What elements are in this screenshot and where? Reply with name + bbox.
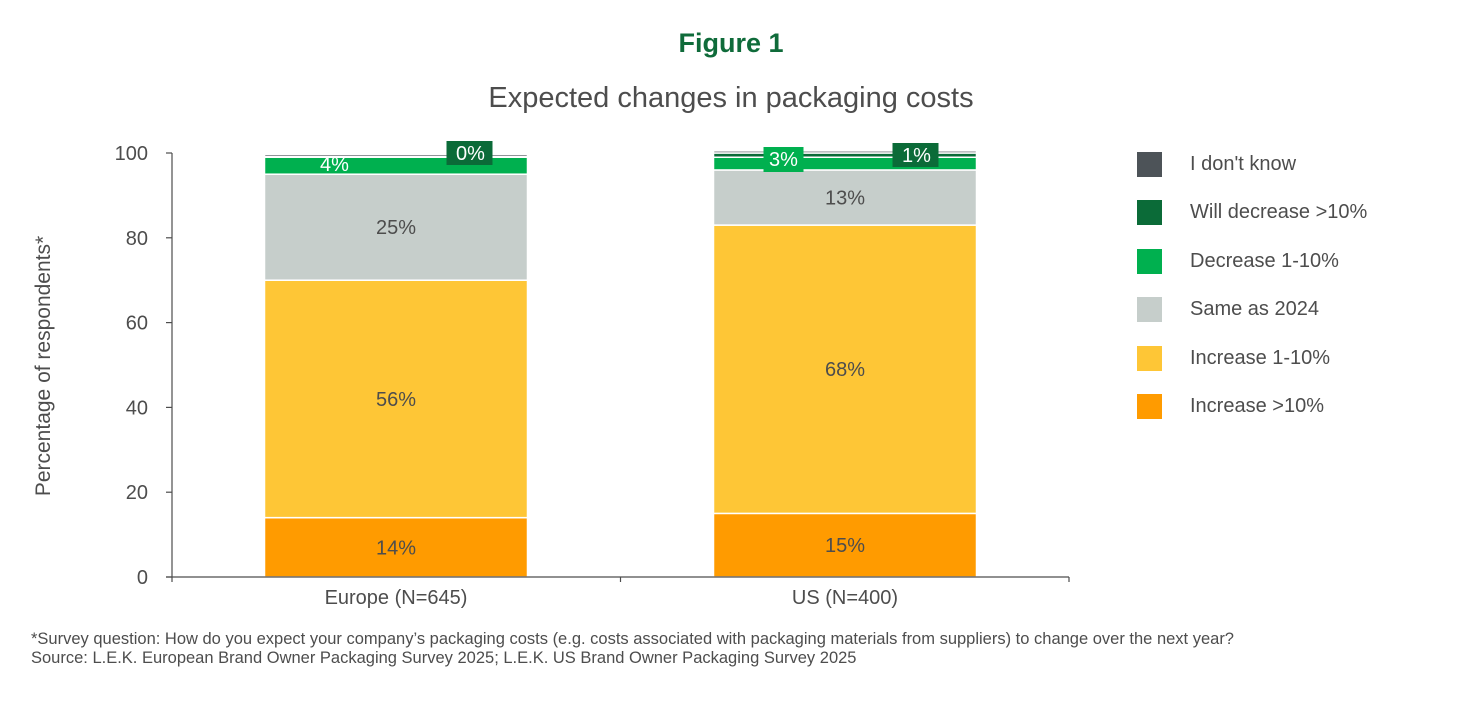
data-label: 14% <box>376 537 416 559</box>
data-label-bg <box>892 143 939 167</box>
y-tick-label: 0 <box>137 567 148 589</box>
data-label: 25% <box>376 217 416 239</box>
legend-swatch <box>1137 297 1162 323</box>
y-tick-label: 60 <box>126 313 148 335</box>
survey-question-note: *Survey question: How do you expect your… <box>31 630 1234 648</box>
figure-label: Figure 1 <box>678 28 784 58</box>
x-tick-label: Europe (N=645) <box>325 587 468 609</box>
legend-swatch <box>1137 200 1162 226</box>
legend-label: Increase >10% <box>1190 394 1324 417</box>
legend-swatch <box>1137 345 1162 371</box>
bar-segment-europe-5 <box>263 153 529 158</box>
x-tick-label: US (N=400) <box>792 587 898 609</box>
y-tick-label: 100 <box>115 143 148 165</box>
bar-segment-us-5 <box>712 150 978 154</box>
bar-segment-us-1 <box>712 224 978 515</box>
legend-label: Increase 1-10% <box>1190 346 1331 369</box>
data-label: 56% <box>376 389 416 411</box>
data-label: 1% <box>902 145 931 167</box>
legend-label: Will decrease >10% <box>1190 201 1368 224</box>
y-tick-label: 20 <box>126 482 148 504</box>
stacked-bar-chart: Percentage of respondents* 14% 56% 25% 4% 0%… <box>32 141 1070 609</box>
data-label: 68% <box>825 359 865 381</box>
data-label: 4% <box>320 154 349 176</box>
bar-segment-europe-2 <box>263 173 529 281</box>
data-label: 3% <box>769 149 798 171</box>
y-tick-label: 40 <box>126 397 148 419</box>
source-note: Source: L.E.K. European Brand Owner Pack… <box>31 649 857 667</box>
legend-swatch <box>1137 393 1162 419</box>
data-label-bg <box>446 141 493 165</box>
data-label: 15% <box>825 535 865 557</box>
legend-label: Same as 2024 <box>1190 298 1319 321</box>
bar-segment-us-0 <box>712 512 978 578</box>
footnotes: *Survey question: How do you expect your… <box>31 630 1431 668</box>
y-axis-label: Percentage of respondents* <box>32 236 55 496</box>
data-label: 13% <box>825 188 865 210</box>
legend-label: I don't know <box>1190 153 1297 175</box>
data-label: 0% <box>456 143 485 165</box>
legend-label: Decrease 1-10% <box>1190 249 1339 272</box>
bar-segment-europe-1 <box>263 279 529 519</box>
legend-swatch <box>1137 152 1162 177</box>
legend-swatch <box>1137 248 1162 274</box>
chart-title: Expected changes in packaging costs <box>488 82 974 114</box>
data-label-bg <box>763 147 804 172</box>
y-tick-label: 80 <box>126 228 148 250</box>
